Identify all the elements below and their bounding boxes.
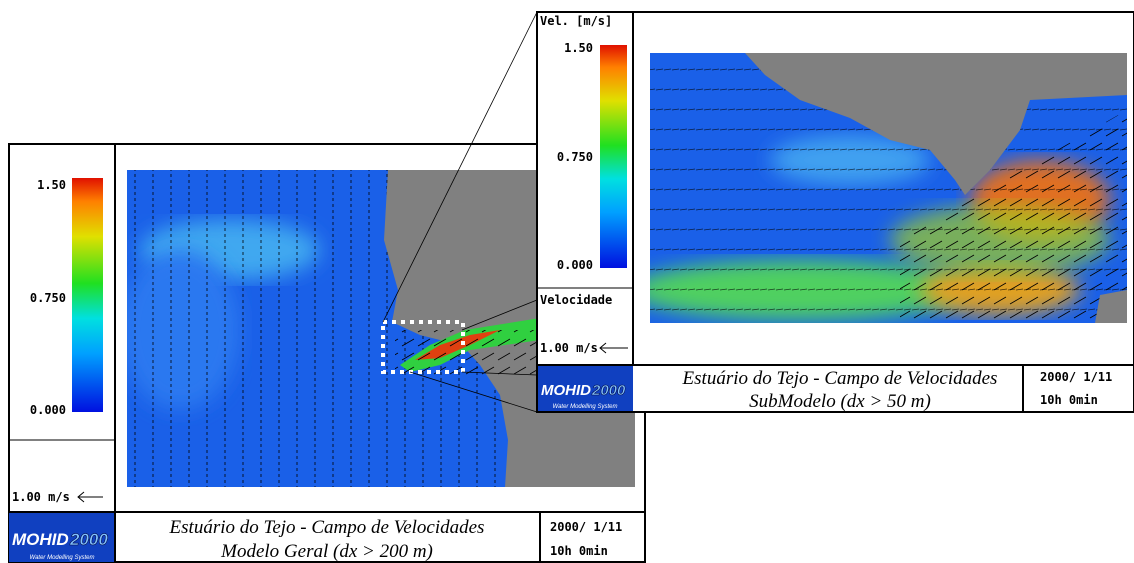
logo-tagline: Water Modelling System (30, 555, 95, 561)
time: 10h 0min (550, 544, 608, 558)
colorbar-tick: 0.750 (557, 150, 593, 164)
figure: 1.50 0.750 0.000 1.00 m/s MOHID 2000 Wat… (0, 0, 1134, 563)
logo-name: MOHID (12, 530, 69, 549)
logo-year: 2000 (69, 530, 108, 549)
logo-tagline: Water Modelling System (553, 404, 618, 410)
title-line: Estuário do Tejo - Campo de Velocidades (169, 517, 485, 538)
title-line: Estuário do Tejo - Campo de Velocidades (682, 368, 998, 389)
time: 10h 0min (1040, 393, 1098, 407)
map (630, 53, 1127, 323)
date: 2000/ 1/11 (550, 520, 622, 534)
colorbar-tick: 1.50 (564, 41, 593, 55)
title-line: SubModelo (dx > 50 m) (749, 391, 931, 412)
colorbar-tick: 1.50 (37, 178, 66, 192)
speed-label: Velocidade (540, 293, 612, 307)
colorbar-title: Vel. [m/s] (540, 14, 612, 28)
scale-label: 1.00 m/s (540, 341, 598, 355)
colorbar-tick: 0.000 (30, 403, 66, 417)
right-panel: Vel. [m/s] 1.50 0.750 0.000 Velocidade 1… (537, 12, 1134, 412)
colorbar (600, 45, 627, 268)
colorbar (72, 178, 103, 412)
colorbar-tick: 0.000 (557, 258, 593, 272)
logo-name: MOHID (541, 382, 591, 399)
logo-year: 2000 (591, 382, 626, 399)
scale-label: 1.00 m/s (12, 490, 70, 504)
title-line: Modelo Geral (dx > 200 m) (220, 541, 433, 562)
date: 2000/ 1/11 (1040, 370, 1112, 384)
colorbar-tick: 0.750 (30, 291, 66, 305)
